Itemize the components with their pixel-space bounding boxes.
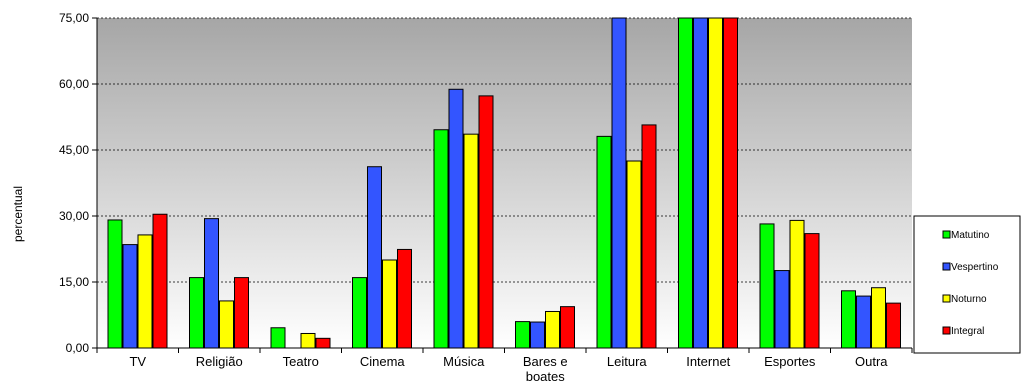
bar-integral-1 xyxy=(234,277,249,349)
bar-vespertino-9 xyxy=(856,295,871,349)
x-category-label: Internet xyxy=(686,354,730,369)
bar-vespertino-7 xyxy=(693,17,708,349)
x-category-label: Bares e boates xyxy=(523,354,568,384)
bar-noturno-5 xyxy=(545,310,560,349)
y-axis-label: percentual xyxy=(11,186,25,242)
bar-integral-9 xyxy=(886,302,901,349)
x-category-label: Esportes xyxy=(764,354,816,369)
bar-matutino-8 xyxy=(759,223,775,349)
bar-noturno-8 xyxy=(789,219,805,349)
bar-noturno-1 xyxy=(219,300,234,349)
bar-noturno-7 xyxy=(708,17,723,349)
bar-vespertino-6 xyxy=(611,17,627,349)
legend-label: Vespertino xyxy=(951,262,999,273)
bar-matutino-3 xyxy=(352,277,367,349)
legend-swatch-matutino xyxy=(942,230,951,239)
bar-vespertino-1 xyxy=(204,218,219,349)
bar-matutino-7 xyxy=(678,17,693,349)
y-tick-label: 60,00 xyxy=(59,77,89,91)
bar-noturno-0 xyxy=(137,234,153,349)
legend-label: Noturno xyxy=(951,294,987,305)
bar-matutino-4 xyxy=(433,129,449,349)
bar-integral-3 xyxy=(397,248,412,349)
y-tick-label: 15,00 xyxy=(59,275,89,289)
x-category-label: Música xyxy=(443,354,485,369)
legend-label: Matutino xyxy=(951,230,990,241)
bar-matutino-6 xyxy=(596,135,612,349)
x-category-label: Teatro xyxy=(283,354,319,369)
legend-box xyxy=(913,215,1021,354)
bar-integral-4 xyxy=(478,95,494,349)
x-category-label: Religião xyxy=(196,354,243,369)
bar-vespertino-8 xyxy=(774,270,790,349)
bar-noturno-3 xyxy=(382,259,397,349)
bar-vespertino-0 xyxy=(122,244,138,349)
bars xyxy=(107,17,901,349)
x-category-label: TV xyxy=(129,354,146,369)
y-tick-label: 45,00 xyxy=(59,143,89,157)
x-category-label: Leitura xyxy=(607,354,648,369)
axes xyxy=(92,17,913,353)
bar-noturno-2 xyxy=(300,332,316,349)
x-category-label: Cinema xyxy=(360,354,406,369)
bar-vespertino-4 xyxy=(448,88,464,349)
bar-matutino-1 xyxy=(189,277,204,349)
bar-matutino-9 xyxy=(841,290,856,349)
legend-label: Integral xyxy=(951,326,984,337)
bar-matutino-2 xyxy=(270,327,286,349)
bar-noturno-4 xyxy=(463,133,479,349)
legend: Matutino Vespertino Noturno Integral xyxy=(913,215,1021,354)
bar-matutino-5 xyxy=(515,321,530,349)
bar-vespertino-3 xyxy=(367,166,382,349)
bar-matutino-0 xyxy=(107,219,123,349)
bar-integral-7 xyxy=(723,17,738,349)
bar-noturno-9 xyxy=(871,287,886,349)
bar-noturno-6 xyxy=(626,160,642,349)
y-tick-labels: 0,00 15,00 30,00 45,00 60,00 75,00 xyxy=(59,11,89,355)
legend-swatch-vespertino xyxy=(942,262,951,271)
bar-integral-0 xyxy=(152,213,168,349)
bar-integral-2 xyxy=(315,337,331,349)
x-category-label: Outra xyxy=(855,354,888,369)
y-tick-label: 30,00 xyxy=(59,209,89,223)
bar-integral-8 xyxy=(804,233,820,349)
bar-integral-6 xyxy=(641,124,657,349)
legend-swatch-noturno xyxy=(942,294,951,303)
y-tick-label: 75,00 xyxy=(59,11,89,25)
y-tick-label: 0,00 xyxy=(66,341,90,355)
x-category-labels: TV Religião Teatro Cinema Música Bares e boate… xyxy=(129,354,888,384)
bar-integral-5 xyxy=(560,306,575,349)
legend-swatch-integral xyxy=(942,326,951,335)
bar-vespertino-5 xyxy=(530,321,545,349)
